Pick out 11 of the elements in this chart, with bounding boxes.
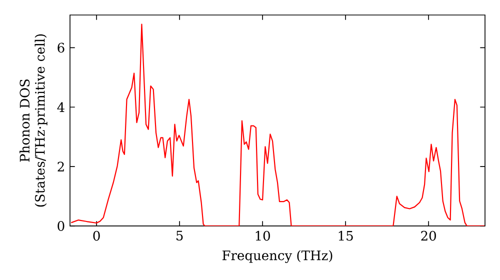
x-tick-label: 0 bbox=[93, 230, 100, 241]
y-tick-label: 2 bbox=[58, 162, 64, 172]
y-axis-title: Phonon DOS (States/THz·primitive cell) bbox=[20, 34, 48, 207]
y-tick-label: 0 bbox=[58, 221, 64, 231]
y-tick-label: 6 bbox=[58, 42, 64, 53]
x-tick-label: 5 bbox=[176, 230, 183, 241]
x-tick-label: 20 bbox=[421, 230, 436, 241]
x-tick-label: 15 bbox=[338, 230, 353, 241]
x-tick-label: 10 bbox=[256, 230, 270, 241]
y-tick-label: 4 bbox=[57, 102, 64, 112]
x-axis-title: Frequency (THz) bbox=[222, 250, 332, 263]
